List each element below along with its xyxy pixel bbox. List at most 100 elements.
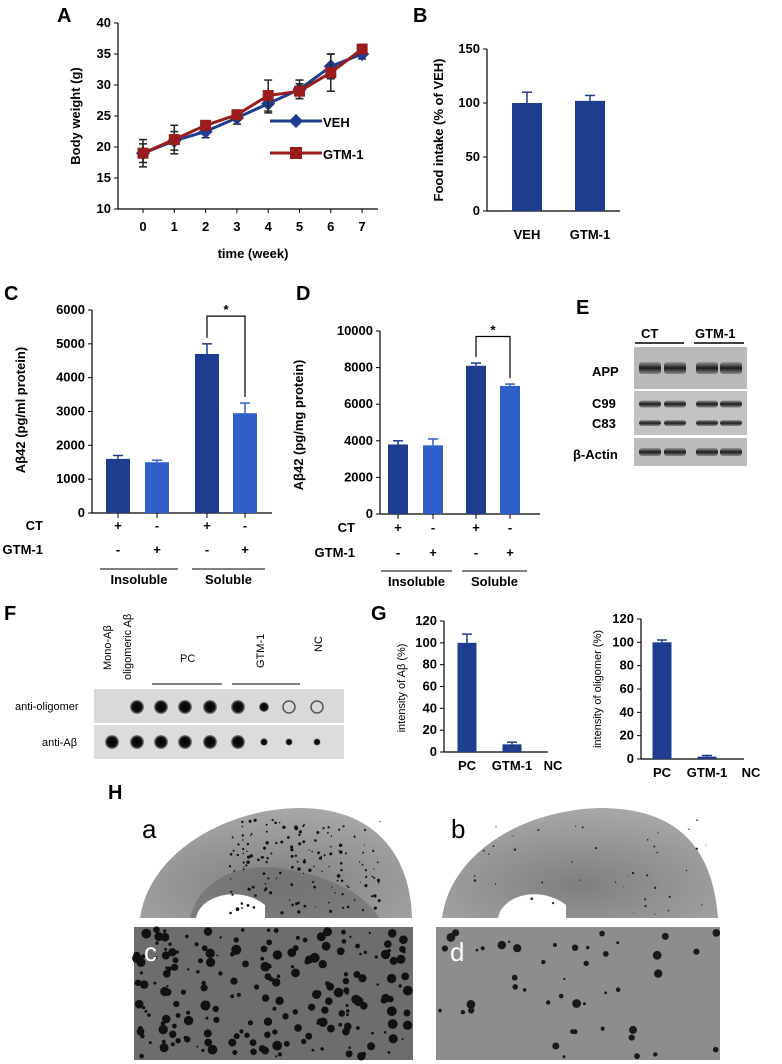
- plaque-c: [401, 1038, 404, 1041]
- plaque-a: [376, 878, 381, 882]
- plaque-c: [321, 1006, 329, 1014]
- plaque-c: [201, 945, 208, 952]
- plaque-c: [348, 1046, 351, 1049]
- plaque-a: [339, 862, 343, 865]
- significance-bracket: [475, 335, 511, 379]
- plaque-b: [685, 869, 688, 872]
- plaque-d: [546, 1000, 551, 1005]
- plaque-d: [441, 945, 448, 952]
- plaque-b: [482, 850, 485, 852]
- plaque-a: [233, 870, 236, 872]
- plaque-a: [308, 868, 312, 872]
- plaque-a: [249, 854, 253, 858]
- y-tick-label: 50: [466, 149, 480, 164]
- plaque-a: [303, 858, 306, 861]
- bar: [423, 445, 443, 514]
- plaque-a: [344, 852, 347, 855]
- group-label: Insoluble: [110, 572, 167, 587]
- plaque-c: [384, 940, 392, 948]
- plaque-c: [263, 1017, 273, 1026]
- plaque-a: [275, 841, 278, 845]
- bar: [502, 744, 522, 752]
- plaque-c: [388, 1034, 398, 1044]
- plaque-a: [247, 887, 251, 891]
- plaque-c: [275, 996, 284, 1005]
- plaque-b: [657, 832, 659, 834]
- dot: [178, 735, 192, 749]
- plaque-a: [346, 905, 350, 909]
- plaque-a: [330, 835, 333, 837]
- plaque-c: [136, 1027, 145, 1036]
- plaque-a: [373, 876, 376, 879]
- plaque-a: [321, 870, 323, 872]
- plaque-b: [581, 826, 584, 829]
- ventricle-b: [498, 894, 566, 918]
- plaque-c: [360, 1002, 368, 1010]
- plaque-a: [246, 904, 250, 907]
- x-tick-label: 7: [358, 219, 365, 234]
- dot-blot-f: Mono-Aβ oligomeric Aβ PC GTM-1 NC anti-o…: [15, 614, 344, 759]
- y-tick-label: 15: [97, 170, 111, 185]
- dot-col-oligomeric: oligomeric Aβ: [122, 614, 134, 680]
- plaque-c: [302, 937, 308, 943]
- plaque-c: [276, 974, 281, 979]
- plaque-a: [322, 827, 325, 830]
- y-tick-label: 25: [97, 108, 111, 123]
- plaque-c: [153, 926, 160, 933]
- dot: [231, 735, 245, 749]
- plaque-c: [134, 980, 139, 986]
- plaque-a: [246, 860, 250, 864]
- plaque-c: [170, 1042, 175, 1047]
- bar: [145, 462, 169, 513]
- significance-bracket: [206, 315, 246, 398]
- plaque-c: [353, 971, 361, 978]
- plaque-b: [575, 825, 577, 827]
- plaque-a: [376, 861, 379, 864]
- plaque-c: [336, 947, 345, 956]
- plaque-c: [292, 1009, 298, 1015]
- plaque-c: [317, 1018, 323, 1024]
- plaque-a: [250, 833, 253, 835]
- plaque-c: [327, 1024, 335, 1033]
- plaque-c: [161, 1039, 166, 1044]
- plaque-c: [236, 992, 241, 997]
- plaque-a: [262, 856, 265, 858]
- panel-label-g: G: [371, 603, 387, 625]
- plaque-a: [279, 871, 282, 875]
- plaque-d: [460, 1010, 466, 1015]
- plaque-c: [260, 945, 268, 953]
- plaque-a: [246, 842, 250, 846]
- sign: +: [506, 545, 514, 560]
- plaque-a: [320, 855, 323, 858]
- gtm-marker: [294, 85, 305, 97]
- plaque-b: [667, 909, 670, 912]
- plaque-b: [631, 871, 635, 875]
- y-tick-label: 80: [620, 658, 634, 673]
- plaque-a: [280, 911, 284, 915]
- blot-label-c83: C83: [592, 416, 616, 431]
- plaque-a: [338, 828, 341, 831]
- plaque-a: [334, 892, 336, 894]
- plaque-c: [254, 984, 260, 990]
- plaque-d: [712, 1046, 719, 1053]
- plaque-a: [290, 854, 294, 858]
- plaque-c: [144, 1009, 148, 1013]
- blot-band: [639, 362, 661, 374]
- plaque-a: [298, 833, 301, 837]
- plaque-c: [140, 980, 149, 989]
- plaque-c: [147, 1013, 151, 1017]
- plaque-c: [273, 928, 279, 933]
- plaque-c: [386, 973, 397, 984]
- plaque-a: [288, 899, 291, 901]
- blot-band: [664, 448, 686, 456]
- plaque-c: [186, 1010, 191, 1015]
- sign: +: [429, 545, 437, 560]
- dot: [285, 738, 293, 746]
- y-tick-label: 40: [423, 700, 437, 715]
- plaque-c: [164, 947, 168, 951]
- plaque-c: [218, 971, 223, 976]
- plaque-d: [586, 945, 590, 950]
- plaque-c: [241, 928, 245, 932]
- plaque-a: [363, 844, 365, 846]
- plaque-d: [629, 1025, 637, 1034]
